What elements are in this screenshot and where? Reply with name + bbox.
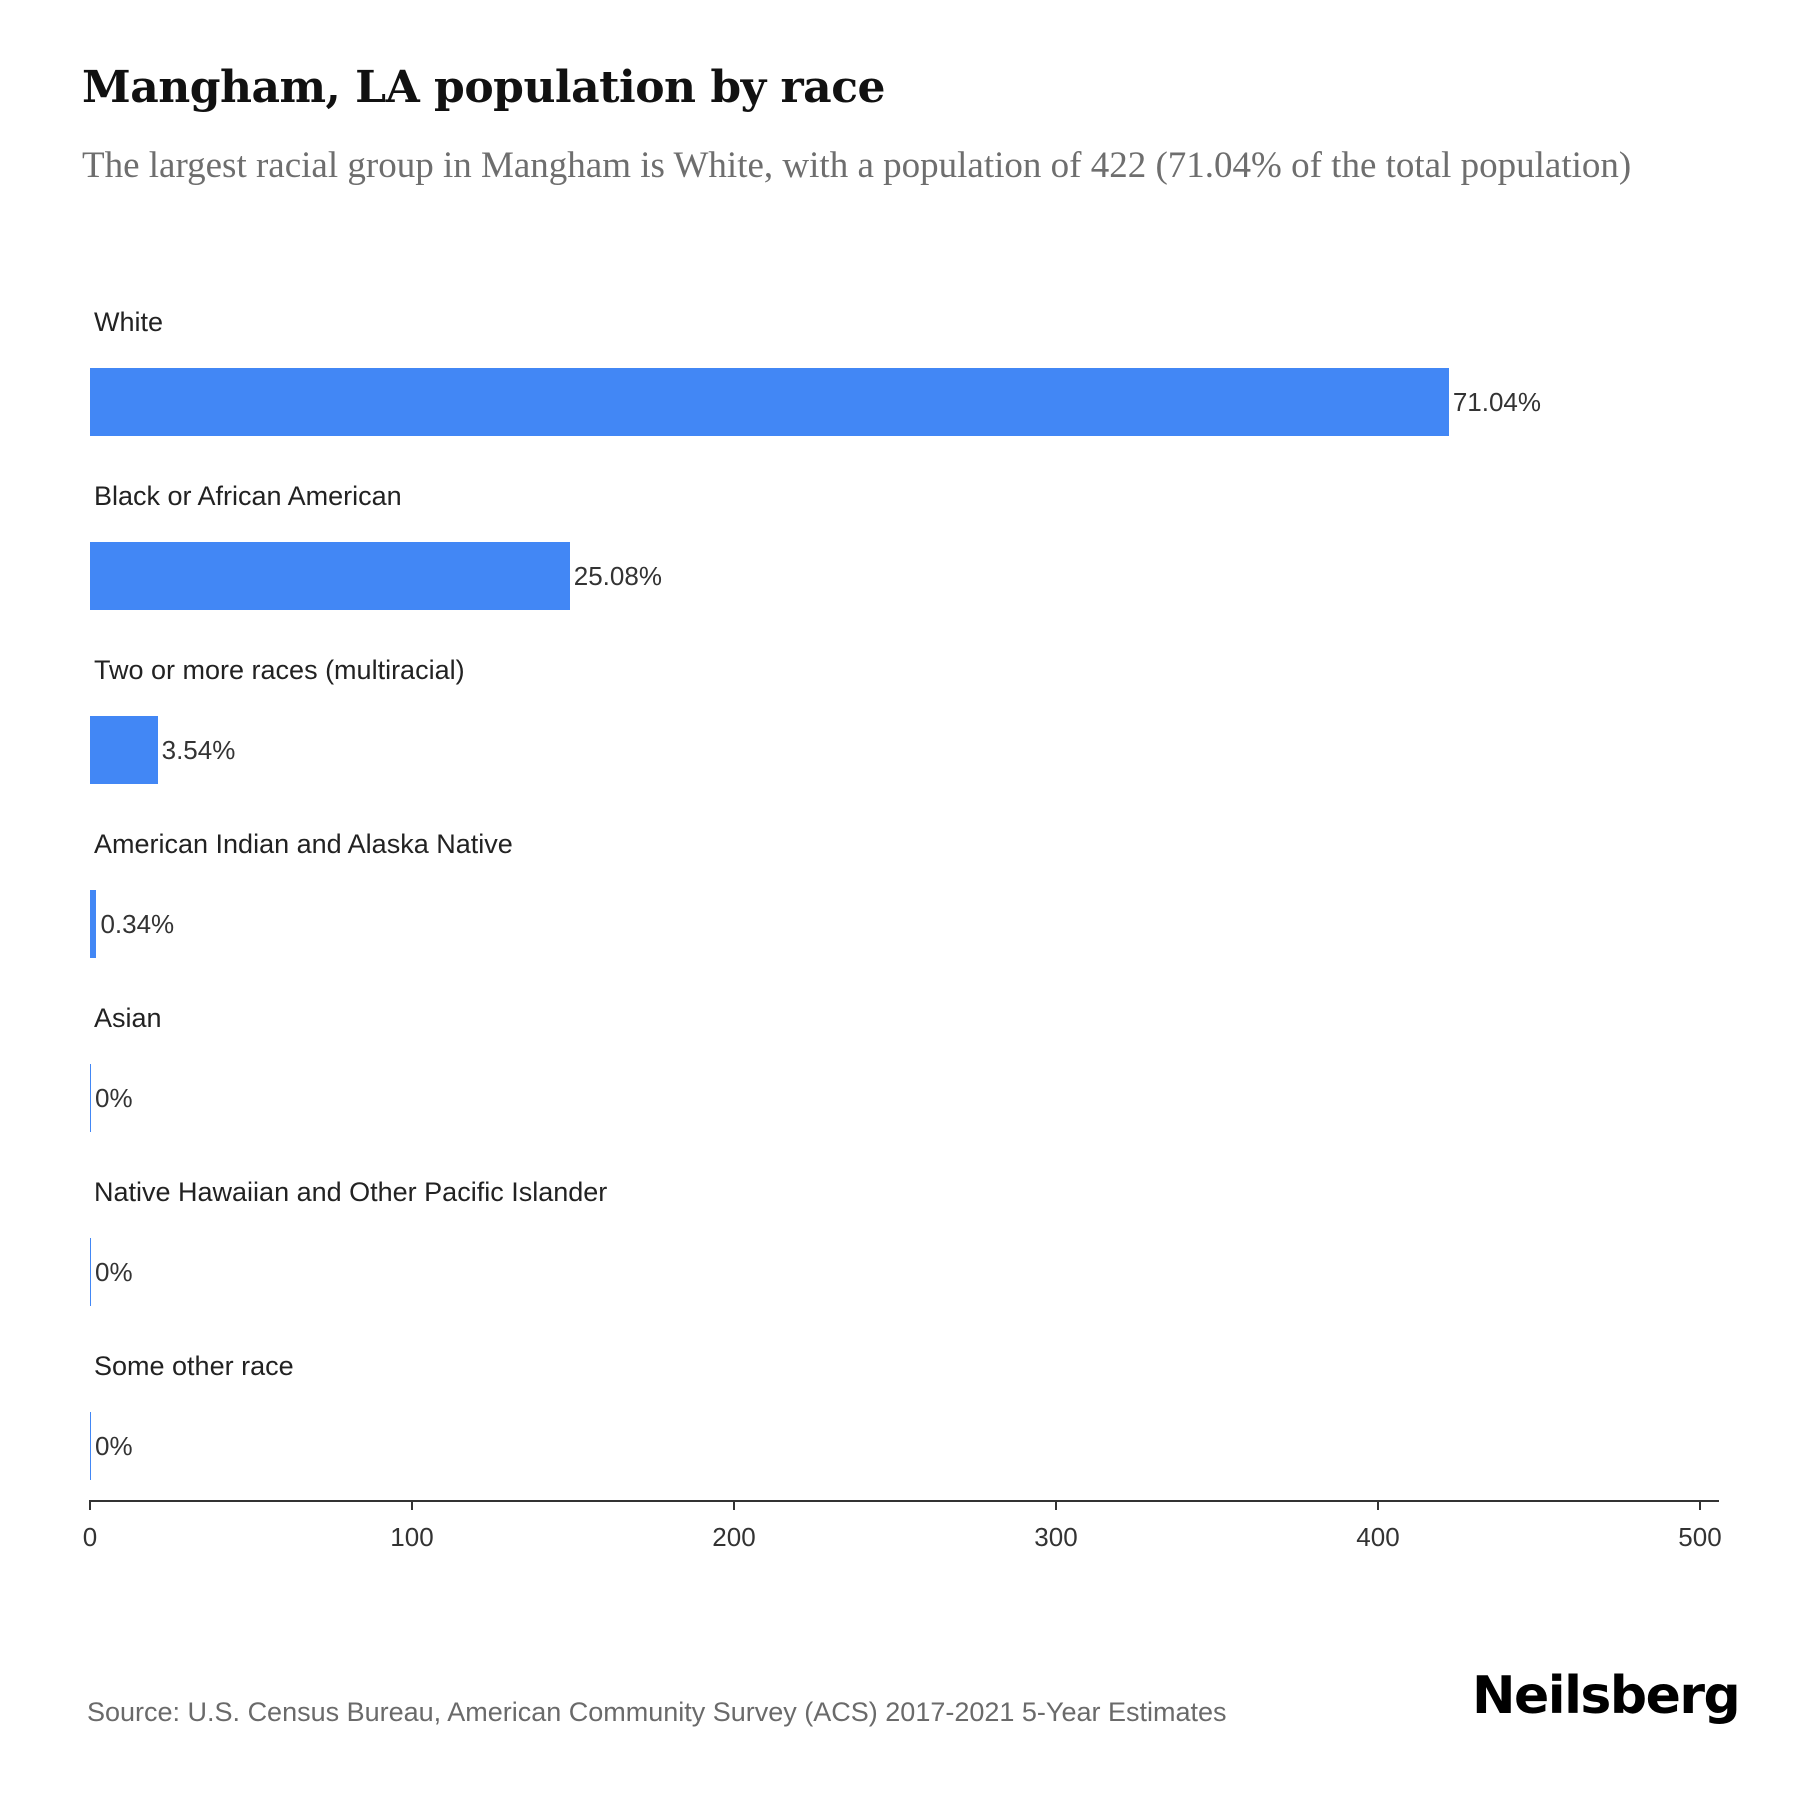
x-axis-tick: [733, 1500, 735, 1510]
category-label: Black or African American: [94, 481, 402, 511]
x-tick-label: 300: [1034, 1522, 1078, 1552]
x-axis-tick: [1699, 1500, 1701, 1510]
bar-some-other-race: [90, 1412, 91, 1480]
category-label: Native Hawaiian and Other Pacific Island…: [94, 1177, 608, 1207]
bar-black-or-african-american: [90, 542, 570, 610]
x-tick-label: 0: [82, 1522, 98, 1552]
value-label: 3.54%: [161, 735, 236, 765]
x-axis-line: [89, 1500, 1719, 1502]
x-axis-tick: [411, 1500, 413, 1510]
bar-native-hawaiian-pacific-islander: [90, 1238, 91, 1306]
value-label: 0%: [95, 1257, 133, 1287]
bar-asian: [90, 1064, 91, 1132]
bar-white: [90, 368, 1449, 436]
x-tick-label: 500: [1678, 1522, 1722, 1552]
value-label: 25.08%: [573, 561, 662, 591]
x-axis-tick: [89, 1500, 91, 1510]
x-tick-label: 100: [390, 1522, 434, 1552]
chart-title: Mangham, LA population by race: [82, 62, 885, 113]
category-label: Some other race: [94, 1351, 294, 1381]
source-note: Source: U.S. Census Bureau, American Com…: [87, 1697, 1227, 1727]
value-label: 0.34%: [100, 909, 175, 939]
x-axis-tick: [1377, 1500, 1379, 1510]
value-label: 0%: [95, 1083, 133, 1113]
value-label: 0%: [95, 1431, 133, 1461]
x-tick-label: 400: [1356, 1522, 1400, 1552]
bar-american-indian-alaska-native: [90, 890, 97, 958]
x-axis-tick: [1055, 1500, 1057, 1510]
category-label: Two or more races (multiracial): [94, 655, 465, 685]
value-label: 71.04%: [1452, 387, 1542, 417]
category-label: White: [94, 307, 164, 337]
chart-subtitle: The largest racial group in Mangham is W…: [82, 145, 1632, 186]
neilsberg-logo: Neilsberg: [1472, 1666, 1741, 1726]
bar-two-or-more-races: [90, 716, 158, 784]
x-tick-label: 200: [712, 1522, 756, 1552]
category-label: American Indian and Alaska Native: [94, 829, 513, 859]
category-label: Asian: [94, 1003, 162, 1033]
